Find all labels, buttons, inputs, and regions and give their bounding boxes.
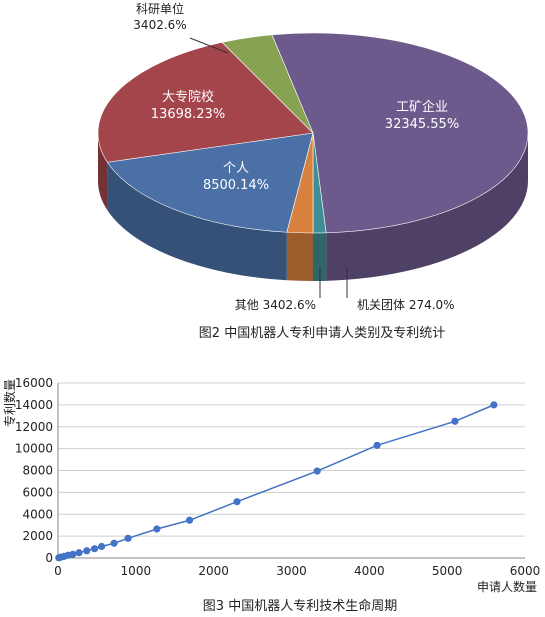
line-chart: 0 2000 4000 6000 8000 10000 12000 14000 16000 0 1… <box>2 376 540 614</box>
chart-gridlines <box>58 382 525 537</box>
x-tick-labels: 0 1000 2000 3000 4000 5000 6000 <box>54 564 540 578</box>
y-tick-label: 6000 <box>22 485 53 499</box>
leader-line-keyan <box>189 37 229 54</box>
data-point <box>313 467 321 475</box>
x-tick-label: 1000 <box>121 564 152 578</box>
data-point <box>110 539 118 547</box>
chart-axes <box>57 383 525 559</box>
y-tick-label: 12000 <box>15 420 53 434</box>
x-tick-label: 2000 <box>198 564 229 578</box>
label-qita: 其他 3402.6% <box>235 298 316 312</box>
x-tick-label: 4000 <box>354 564 385 578</box>
x-tick-label: 6000 <box>510 564 541 578</box>
slice-jiguan-side <box>313 232 327 281</box>
data-point <box>83 547 91 555</box>
pie-leader-lines <box>189 37 348 298</box>
slice-dazhuan <box>97 42 314 163</box>
label-gongkuang: 工矿企业 <box>396 99 448 115</box>
data-point <box>451 417 459 425</box>
line-caption: 图3 中国机器人专利技术生命周期 <box>203 598 397 614</box>
label-keyan-value: 3402.6% <box>133 18 186 32</box>
data-point <box>90 545 99 553</box>
slice-gongkuang <box>271 32 529 234</box>
series-polyline <box>58 404 495 559</box>
y-tick-label: 8000 <box>22 464 53 478</box>
data-point <box>69 550 77 558</box>
slice-gongkuang-side <box>326 133 528 281</box>
y-tick-label: 0 <box>45 551 53 565</box>
pie-caption: 图2 中国机器人专利申请人类别及专利统计 <box>199 326 445 341</box>
data-point <box>75 549 83 557</box>
label-dazhuan: 大专院校 <box>162 89 214 105</box>
y-tick-label: 16000 <box>15 376 53 390</box>
pie-3d-sides <box>98 133 528 281</box>
pie-chart: 工矿企业 32345.55% 个人 8500.14% 大专院校 13698.23… <box>97 1 529 341</box>
x-axis-label: 申请人数量 <box>477 579 537 594</box>
y-tick-label: 14000 <box>15 398 53 412</box>
data-point <box>124 534 132 542</box>
y-tick-label: 10000 <box>15 442 53 456</box>
series-line <box>58 404 495 559</box>
data-point <box>185 516 194 524</box>
data-point <box>373 441 381 449</box>
data-point <box>490 401 498 409</box>
y-tick-label: 2000 <box>22 529 53 543</box>
label-gongkuang-value: 32345.55% <box>385 117 459 132</box>
y-tick-labels: 0 2000 4000 6000 8000 10000 12000 14000 16000 <box>15 376 53 565</box>
data-point <box>233 498 241 506</box>
label-geren-value: 8500.14% <box>203 178 269 193</box>
pie-slices <box>97 32 529 234</box>
label-keyan: 科研单位 <box>136 1 184 16</box>
x-tick-label: 0 <box>54 564 62 578</box>
series-points <box>55 401 498 562</box>
data-point <box>97 542 106 551</box>
slice-qita-side <box>286 232 313 281</box>
slice-dazhuan-side <box>98 133 108 211</box>
x-tick-label: 3000 <box>276 564 307 578</box>
label-dazhuan-value: 13698.23% <box>151 107 225 122</box>
slice-keyan <box>221 34 314 134</box>
slice-geren <box>106 132 314 233</box>
y-tick-label: 4000 <box>22 507 53 521</box>
y-axis-label: 专利数量 <box>2 379 17 427</box>
slice-geren-side <box>107 162 287 281</box>
label-geren: 个人 <box>223 161 249 176</box>
x-tick-label: 5000 <box>432 564 463 578</box>
label-jiguan: 机关团体 274.0% <box>357 298 455 312</box>
data-point <box>153 525 161 533</box>
